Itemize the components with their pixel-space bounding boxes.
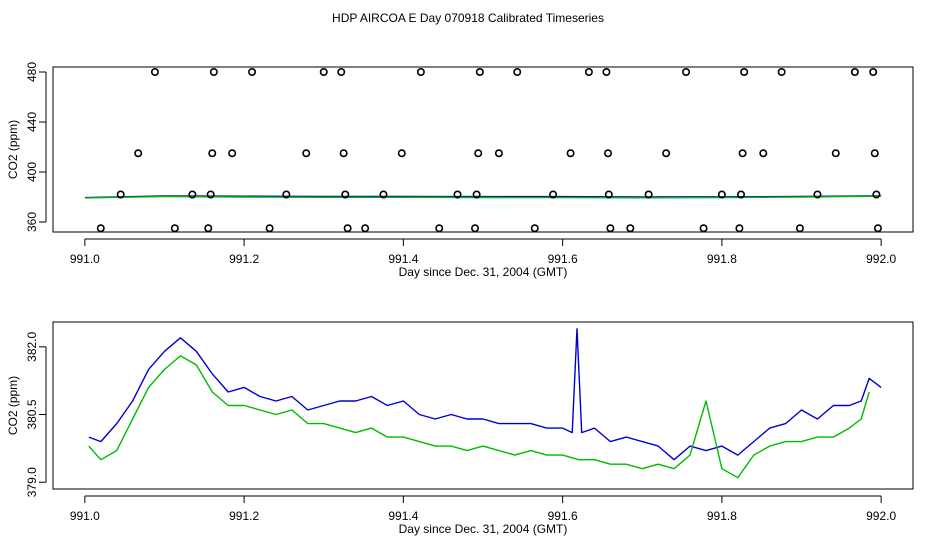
data-point — [475, 68, 484, 77]
data-point — [302, 149, 311, 158]
x-tick-label: 991.8 — [707, 252, 737, 266]
data-point — [379, 190, 388, 199]
data-point — [869, 68, 878, 77]
data-point — [873, 224, 882, 233]
data-point — [435, 224, 444, 233]
data-point — [150, 68, 159, 77]
data-point — [471, 224, 480, 233]
plot-frame — [52, 321, 914, 490]
x-tick-label: 991.0 — [70, 252, 100, 266]
data-point — [795, 224, 804, 233]
x-axis-label: Day since Dec. 31, 2004 (GMT) — [399, 265, 568, 279]
y-tick-label: 379.0 — [25, 467, 39, 497]
data-point — [604, 149, 613, 158]
data-point — [319, 68, 328, 77]
x-tick-label: 991.2 — [229, 509, 259, 523]
bottom-panel: 991.0 991.2 991.4 991.6 991.8 992.0 379.0 380.5… — [6, 321, 914, 536]
x-tick-label: 991.0 — [70, 509, 100, 523]
data-point — [134, 149, 143, 158]
data-point — [513, 68, 522, 77]
x-tick-label: 992.0 — [866, 509, 896, 523]
y-tick-label: 380.5 — [25, 399, 39, 429]
series-line-0 — [84, 195, 882, 199]
x-tick-label: 991.2 — [229, 252, 259, 266]
data-point — [208, 149, 217, 158]
data-point — [339, 149, 348, 158]
data-point — [699, 224, 708, 233]
data-point — [850, 68, 859, 77]
x-tick-label: 991.6 — [548, 252, 578, 266]
data-point — [626, 224, 635, 233]
data-point — [474, 149, 483, 158]
data-point — [662, 149, 671, 158]
data-point — [494, 149, 503, 158]
y-tick-label: 440 — [25, 112, 39, 132]
data-point — [265, 224, 274, 233]
x-tick-label: 991.8 — [707, 509, 737, 523]
data-point — [602, 68, 611, 77]
data-point — [337, 68, 346, 77]
data-point — [116, 190, 125, 199]
y-tick-label: 480 — [25, 62, 39, 82]
series-line-1 — [84, 195, 882, 199]
x-tick-label: 992.0 — [866, 252, 896, 266]
data-point — [472, 190, 481, 199]
data-point — [416, 68, 425, 77]
data-point — [549, 190, 558, 199]
data-point — [248, 68, 257, 77]
data-point — [343, 224, 352, 233]
data-point — [228, 149, 237, 158]
data-point — [209, 68, 218, 77]
data-point — [453, 190, 462, 199]
data-point — [870, 149, 879, 158]
data-point — [584, 68, 593, 77]
x-tick-label: 991.4 — [388, 252, 418, 266]
series-line-1 — [88, 355, 870, 479]
data-point — [604, 190, 613, 199]
top-panel: 991.0 991.2 991.4 991.6 991.8 992.0 360 400 440 4… — [6, 62, 914, 279]
data-point — [566, 149, 575, 158]
y-axis-label: CO2 (ppm) — [6, 376, 20, 435]
data-point — [188, 190, 197, 199]
data-point — [738, 149, 747, 158]
data-point — [831, 149, 840, 158]
data-point — [282, 190, 291, 199]
y-tick-label: 360 — [25, 212, 39, 232]
data-point — [96, 224, 105, 233]
data-point — [682, 68, 691, 77]
x-tick-label: 991.4 — [388, 509, 418, 523]
y-axis-label: CO2 (ppm) — [6, 120, 20, 179]
data-point — [644, 190, 653, 199]
data-point — [397, 149, 406, 158]
data-point — [740, 68, 749, 77]
x-axis-label: Day since Dec. 31, 2004 (GMT) — [399, 522, 568, 536]
data-point — [813, 190, 822, 199]
data-point — [717, 190, 726, 199]
y-tick-label: 400 — [25, 162, 39, 182]
data-point — [736, 190, 745, 199]
data-point — [777, 68, 786, 77]
data-point — [530, 224, 539, 233]
data-point — [204, 224, 213, 233]
x-tick-label: 991.6 — [548, 509, 578, 523]
data-point — [341, 190, 350, 199]
data-point — [606, 224, 615, 233]
data-point — [206, 190, 215, 199]
data-point — [872, 190, 881, 199]
y-tick-label: 382.0 — [25, 331, 39, 361]
data-point — [735, 224, 744, 233]
series-line-0 — [88, 328, 882, 461]
data-point — [170, 224, 179, 233]
figure-title: HDP AIRCOA E Day 070918 Calibrated Times… — [332, 11, 604, 25]
data-point — [759, 149, 768, 158]
data-point — [361, 224, 370, 233]
plot-frame — [52, 66, 914, 233]
